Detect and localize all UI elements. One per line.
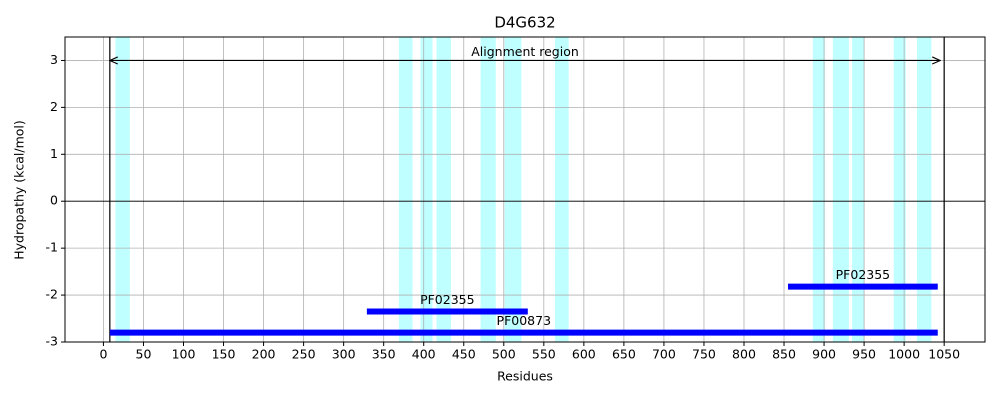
x-tick-label: 750 (692, 347, 716, 362)
x-tick-label: 900 (812, 347, 836, 362)
y-tick-label: 0 (50, 193, 58, 208)
highlight-span (852, 37, 865, 342)
highlight-span (504, 37, 522, 342)
x-tick-label: 100 (172, 347, 196, 362)
x-tick-label: 400 (412, 347, 436, 362)
y-tick-label: -1 (46, 240, 58, 255)
x-tick-label: 0 (99, 347, 107, 362)
x-tick-label: 1050 (928, 347, 960, 362)
x-tick-label: 50 (136, 347, 152, 362)
x-tick-label: 650 (612, 347, 636, 362)
x-tick-label: 300 (332, 347, 356, 362)
x-tick-label: 150 (212, 347, 236, 362)
x-tick-label: 850 (772, 347, 796, 362)
highlight-span (555, 37, 569, 342)
x-tick-label: 1000 (888, 347, 920, 362)
x-tick-label: 950 (852, 347, 876, 362)
y-tick-label: 3 (50, 52, 58, 67)
domain-label: PF00873 (497, 313, 552, 328)
y-tick-label: 1 (50, 146, 58, 161)
y-tick-label: 2 (50, 99, 58, 114)
x-tick-label: 800 (732, 347, 756, 362)
x-tick-label: 450 (452, 347, 476, 362)
domain-label: PF02355 (836, 267, 891, 282)
x-tick-label: 600 (572, 347, 596, 362)
highlight-span (398, 37, 413, 342)
plot-content (110, 60, 940, 336)
axes-frame (64, 36, 986, 343)
highlight-span (115, 37, 130, 342)
domain-label: PF02355 (420, 292, 475, 307)
annotation-label: Alignment region (471, 44, 579, 59)
x-tick-label: 550 (532, 347, 556, 362)
plot-area (65, 37, 985, 343)
x-axis-label: Residues (497, 369, 553, 384)
x-tick-label: 700 (652, 347, 676, 362)
highlight-span (436, 37, 451, 342)
highlight-span (832, 37, 849, 342)
x-tick-label: 500 (492, 347, 516, 362)
y-tick-label: -3 (46, 334, 58, 349)
y-tick-label: -2 (46, 287, 58, 302)
highlight-span (893, 37, 906, 342)
highlight-span (480, 37, 496, 342)
x-tick-label: 200 (252, 347, 276, 362)
y-axis-label: Hydropathy (kcal/mol) (12, 120, 27, 260)
highlight-span (812, 37, 825, 342)
chart-title: D4G632 (494, 14, 555, 32)
axes: 0 50 100 150 200 250 300 350 400 450 500 550 600 650 7… (46, 44, 961, 362)
x-tick-label: 250 (292, 347, 316, 362)
highlight-span (916, 37, 932, 342)
x-tick-label: 350 (372, 347, 396, 362)
